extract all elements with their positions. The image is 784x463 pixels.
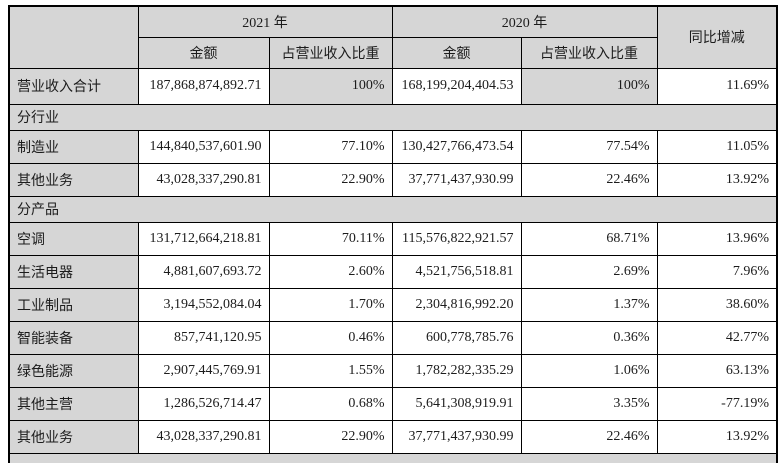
row-label: 其他业务	[8, 419, 139, 454]
row-label: 生活电器	[8, 254, 139, 289]
yoy-cell: 63.13%	[656, 353, 778, 388]
row-label: 其他主营	[8, 386, 139, 421]
ratio-2020-header: 占营业收入比重	[520, 36, 658, 69]
yoy-cell: 13.92%	[656, 419, 778, 454]
ratio-2020-cell: 22.46%	[520, 419, 658, 454]
section-label: 分产品	[8, 195, 778, 223]
amount-2020-cell: 1,782,282,335.29	[391, 353, 522, 388]
ratio-2020-cell: 77.54%	[520, 129, 658, 164]
yoy-cell: 42.77%	[656, 320, 778, 355]
row-label: 绿色能源	[8, 353, 139, 388]
amount-2020-cell: 4,521,756,518.81	[391, 254, 522, 289]
table-row: 空调 131,712,664,218.81 70.11% 115,576,822,92…	[8, 221, 778, 256]
ratio-2020-cell: 68.71%	[520, 221, 658, 256]
ratio-2021-cell: 100%	[268, 67, 393, 105]
yoy-cell: 38.60%	[656, 287, 778, 322]
section-row: 分产品	[8, 195, 778, 223]
table-row: 其他业务 43,028,337,290.81 22.90% 37,771,437,93…	[8, 162, 778, 197]
row-label: 工业制品	[8, 287, 139, 322]
yoy-cell: 13.96%	[656, 221, 778, 256]
year-2020-header: 2020 年	[391, 5, 658, 38]
amount-2021-cell: 131,712,664,218.81	[137, 221, 270, 256]
amount-2020-cell: 168,199,204,404.53	[391, 67, 522, 105]
row-label: 智能装备	[8, 320, 139, 355]
ratio-2021-cell: 2.60%	[268, 254, 393, 289]
row-label: 制造业	[8, 129, 139, 164]
ratio-2021-cell: 70.11%	[268, 221, 393, 256]
ratio-2020-cell: 100%	[520, 67, 658, 105]
section-label	[8, 452, 778, 463]
amount-2020-cell: 2,304,816,992.20	[391, 287, 522, 322]
yoy-cell: 11.05%	[656, 129, 778, 164]
corner-blank-cell	[8, 5, 139, 69]
amount-2021-cell: 187,868,874,892.71	[137, 67, 270, 105]
row-label: 其他业务	[8, 162, 139, 197]
ratio-2021-cell: 77.10%	[268, 129, 393, 164]
amount-2020-cell: 130,427,766,473.54	[391, 129, 522, 164]
section-row-partial	[8, 452, 778, 463]
section-row: 分行业	[8, 103, 778, 131]
table-row: 其他主营 1,286,526,714.47 0.68% 5,641,308,919.9…	[8, 386, 778, 421]
ratio-2021-cell: 1.70%	[268, 287, 393, 322]
amount-2021-cell: 857,741,120.95	[137, 320, 270, 355]
table-row: 绿色能源 2,907,445,769.91 1.55% 1,782,282,335.2…	[8, 353, 778, 388]
amount-2021-cell: 144,840,537,601.90	[137, 129, 270, 164]
table-row: 其他业务 43,028,337,290.81 22.90% 37,771,437,93…	[8, 419, 778, 454]
amount-2020-cell: 600,778,785.76	[391, 320, 522, 355]
table-row: 工业制品 3,194,552,084.04 1.70% 2,304,816,992.2…	[8, 287, 778, 322]
ratio-2020-cell: 3.35%	[520, 386, 658, 421]
table-body: 营业收入合计 187,868,874,892.71 100% 168,199,204,…	[8, 67, 778, 463]
ratio-2020-cell: 2.69%	[520, 254, 658, 289]
amount-2021-cell: 2,907,445,769.91	[137, 353, 270, 388]
ratio-2020-cell: 0.36%	[520, 320, 658, 355]
amount-2021-cell: 4,881,607,693.72	[137, 254, 270, 289]
yoy-cell: 11.69%	[656, 67, 778, 105]
amount-2020-cell: 5,641,308,919.91	[391, 386, 522, 421]
table-row: 生活电器 4,881,607,693.72 2.60% 4,521,756,518.8…	[8, 254, 778, 289]
ratio-2021-header: 占营业收入比重	[268, 36, 393, 69]
section-label: 分行业	[8, 103, 778, 131]
ratio-2021-cell: 0.68%	[268, 386, 393, 421]
amount-2021-cell: 3,194,552,084.04	[137, 287, 270, 322]
amount-2021-cell: 43,028,337,290.81	[137, 419, 270, 454]
amount-2021-cell: 1,286,526,714.47	[137, 386, 270, 421]
yoy-cell: -77.19%	[656, 386, 778, 421]
ratio-2021-cell: 22.90%	[268, 419, 393, 454]
yoy-header: 同比增减	[656, 5, 778, 69]
row-label: 营业收入合计	[8, 67, 139, 105]
table-row: 营业收入合计 187,868,874,892.71 100% 168,199,204,…	[8, 67, 778, 105]
yoy-cell: 7.96%	[656, 254, 778, 289]
amount-2020-cell: 37,771,437,930.99	[391, 419, 522, 454]
amount-2021-cell: 43,028,337,290.81	[137, 162, 270, 197]
row-label: 空调	[8, 221, 139, 256]
amount-2020-header: 金额	[391, 36, 522, 69]
yoy-cell: 13.92%	[656, 162, 778, 197]
ratio-2020-cell: 1.06%	[520, 353, 658, 388]
amount-2020-cell: 37,771,437,930.99	[391, 162, 522, 197]
table-row: 智能装备 857,741,120.95 0.46% 600,778,785.76 0.3…	[8, 320, 778, 355]
ratio-2020-cell: 1.37%	[520, 287, 658, 322]
ratio-2021-cell: 0.46%	[268, 320, 393, 355]
amount-2021-header: 金额	[137, 36, 270, 69]
ratio-2020-cell: 22.46%	[520, 162, 658, 197]
year-2021-header: 2021 年	[137, 5, 393, 38]
ratio-2021-cell: 1.55%	[268, 353, 393, 388]
table-row: 制造业 144,840,537,601.90 77.10% 130,427,766,4…	[8, 129, 778, 164]
ratio-2021-cell: 22.90%	[268, 162, 393, 197]
amount-2020-cell: 115,576,822,921.57	[391, 221, 522, 256]
revenue-breakdown-table: 2021 年 2020 年 同比增减 金额 占营业收入比重 金额 占营业收入比重…	[8, 5, 778, 463]
